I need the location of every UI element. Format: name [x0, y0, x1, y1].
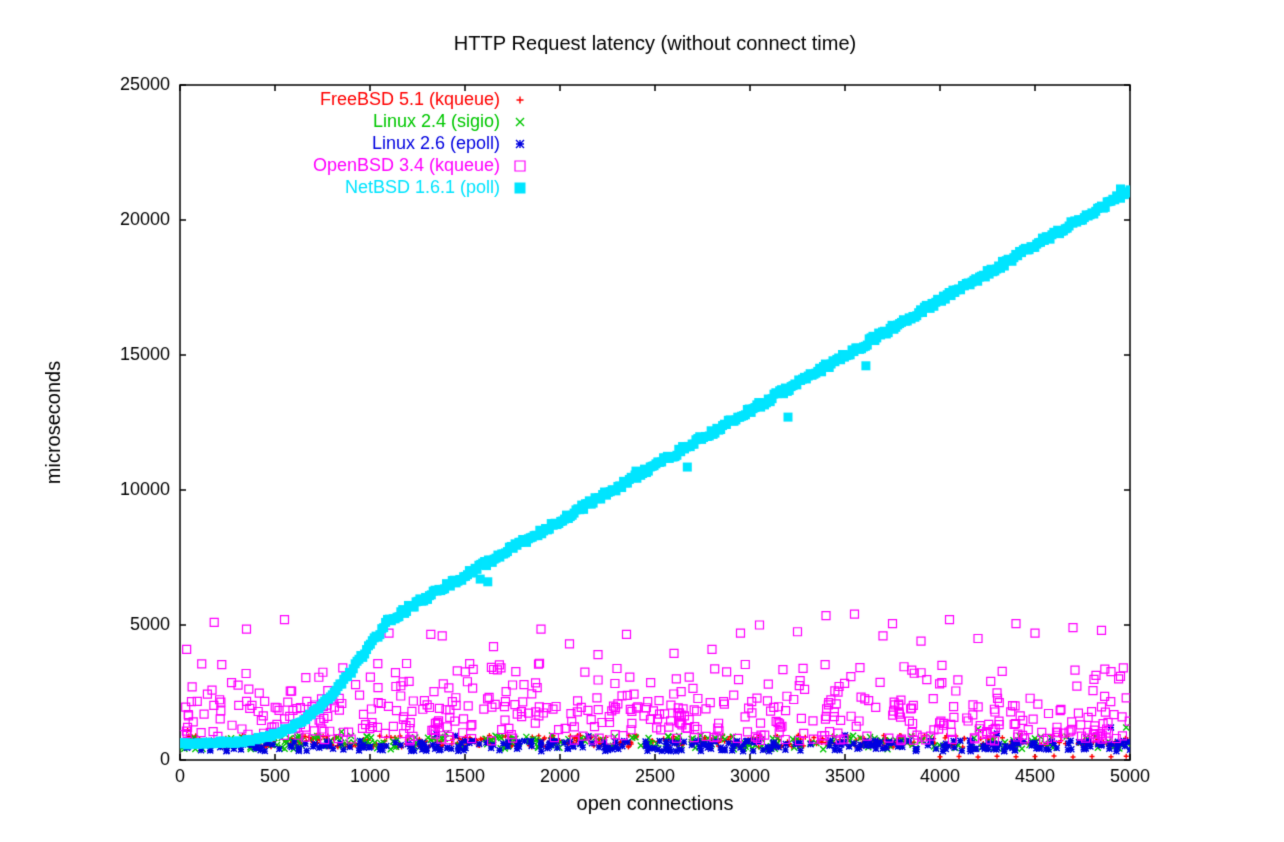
latency-scatter-chart [0, 0, 1284, 842]
chart-container [0, 0, 1284, 842]
